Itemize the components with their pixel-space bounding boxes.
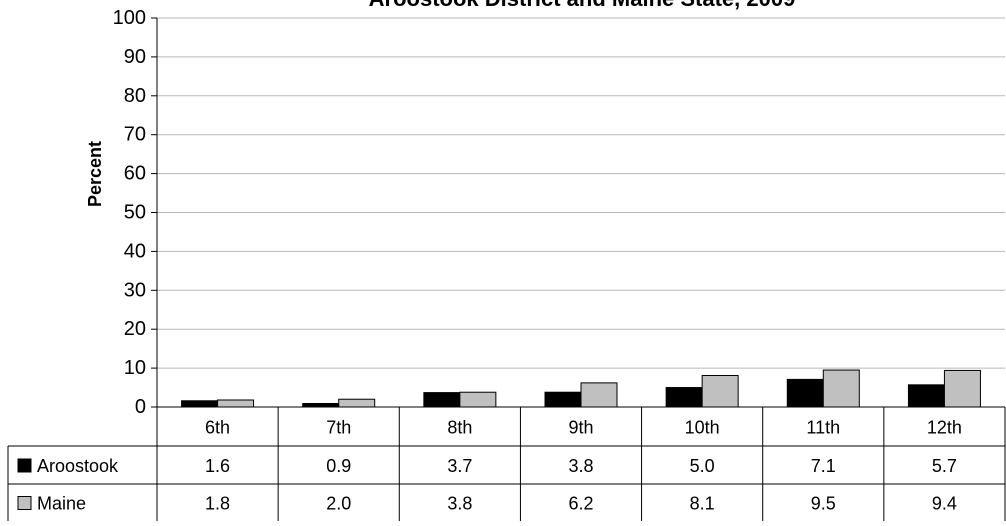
data-label: 5.0 [690,456,715,476]
data-label: 3.8 [568,456,593,476]
data-label: 2.0 [326,494,351,514]
bar-aroostook [665,387,703,408]
x-tick-label: 6th [205,418,230,438]
y-axis-label: Percent [85,141,105,207]
legend-swatch-maine [17,496,32,510]
x-tick-label: 8th [447,418,472,438]
data-label: 3.7 [447,456,472,476]
data-label: 9.4 [932,494,957,514]
y-tick-label: 40 [124,240,146,262]
data-label: 6.2 [568,494,593,514]
bar-aroostook [544,391,582,408]
y-tick-label: 10 [124,357,146,379]
chart-title: Aroostook District and Maine State, 2009 [369,0,796,11]
y-tick-label: 60 [124,163,146,185]
x-tick-label: 10th [685,418,720,438]
data-label: 8.1 [690,494,715,514]
y-tick-label: 30 [124,279,146,301]
bar-aroostook [302,402,340,408]
y-axis-ticks: 0 10 20 30 40 50 60 70 80 90 100 [113,7,157,418]
legend-label: Maine [37,494,86,514]
bar-aroostook [907,384,945,408]
data-label: 3.8 [447,494,472,514]
y-tick-label: 0 [135,396,146,418]
data-label: 1.8 [205,494,230,514]
y-tick-label: 70 [124,124,146,146]
x-tick-label: 7th [326,418,351,438]
bar-aroostook [181,400,219,408]
legend-swatch-aroostook [17,458,32,473]
data-table: 6th 7th 8th 9th 10th 11th 12th Aroostook 1.6 0.9 3… [7,406,1006,521]
data-label: 9.5 [811,494,836,514]
bar-maine [580,382,618,408]
y-tick-label: 90 [124,46,146,68]
bars [181,369,981,408]
y-tick-label: 50 [124,202,146,224]
x-tick-label: 12th [927,418,962,438]
x-tick-label: 9th [568,418,593,438]
y-tick-label: 20 [124,318,146,340]
bar-maine [943,369,981,408]
bar-aroostook [786,378,824,408]
bar-maine [701,374,739,408]
y-tick-label: 100 [113,7,146,29]
data-label: 0.9 [326,456,351,476]
data-label: 7.1 [811,456,836,476]
data-label: 5.7 [932,456,957,476]
bar-maine [459,391,497,408]
bar-maine [217,399,255,408]
x-tick-label: 11th [806,418,840,438]
bar-aroostook [423,392,461,408]
legend-label: Aroostook [37,456,119,476]
data-label: 1.6 [205,456,230,476]
gridlines [157,17,1005,369]
y-tick-label: 80 [124,85,146,107]
bar-maine [822,369,860,408]
bar-maine [338,398,376,408]
